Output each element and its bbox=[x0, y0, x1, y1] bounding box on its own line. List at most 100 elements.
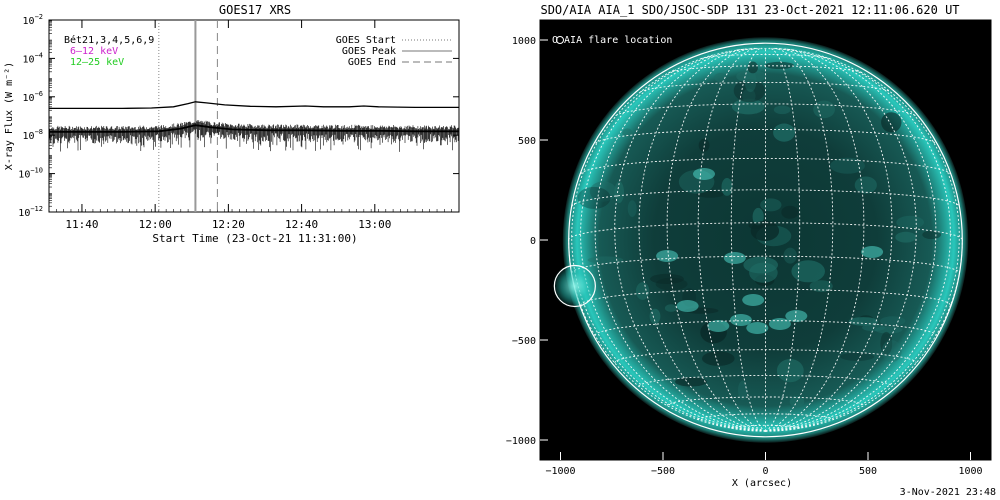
grid-line bbox=[666, 47, 766, 432]
aia-x-tick-label: −1000 bbox=[545, 466, 575, 477]
corona-patch bbox=[840, 352, 875, 361]
aia-x-tick-label: 0 bbox=[762, 466, 768, 477]
active-region-patch bbox=[746, 322, 769, 334]
corona-patch bbox=[760, 198, 782, 212]
legend-goes-peak-label: GOES Peak bbox=[342, 46, 396, 57]
aia-x-tick-label: 500 bbox=[859, 466, 877, 477]
corona-patch bbox=[702, 351, 735, 366]
corona-patch bbox=[675, 377, 707, 387]
grid-line bbox=[571, 255, 960, 274]
goes-x-tick-label: 12:40 bbox=[285, 218, 318, 231]
footer-date: 3-Nov-2021 23:48 bbox=[899, 487, 996, 498]
corona-patch bbox=[731, 98, 765, 115]
grid-line bbox=[765, 54, 951, 432]
corona-patch bbox=[773, 123, 796, 142]
corona-patch bbox=[781, 205, 799, 219]
corona-patch bbox=[742, 88, 756, 104]
corona-patch bbox=[773, 105, 791, 115]
goes-x-axis-label: Start Time (23-Oct-21 11:31:00) bbox=[152, 232, 357, 245]
aia-image-panel: SDO/AIA AIA_1 SDO/JSOC-SDP 131 23-Oct-20… bbox=[506, 3, 992, 489]
corona-patch bbox=[622, 128, 633, 137]
grid-line bbox=[639, 81, 892, 93]
active-region-patch bbox=[723, 252, 746, 264]
corona-patch bbox=[776, 359, 804, 383]
goes-x-tick-label: 12:00 bbox=[139, 218, 172, 231]
grid-line bbox=[568, 239, 766, 432]
active-region-patch bbox=[676, 300, 699, 312]
grid-line bbox=[730, 47, 766, 432]
goes-chart-title: GOES17 XRS bbox=[219, 3, 291, 17]
corona-patch bbox=[895, 231, 917, 243]
aia-x-axis-label: X (arcsec) bbox=[732, 478, 792, 489]
corona-patch bbox=[881, 112, 902, 133]
flare-glow bbox=[552, 263, 598, 309]
goes-x-tick-label: 13:00 bbox=[358, 218, 391, 231]
corona-patch bbox=[830, 157, 865, 174]
active-region-patch bbox=[768, 318, 791, 330]
corona-patch bbox=[589, 181, 617, 202]
grid-line bbox=[765, 47, 834, 432]
aia-y-tick-label: 500 bbox=[518, 136, 536, 147]
aia-chart-title: SDO/AIA AIA_1 SDO/JSOC-SDP 131 23-Oct-20… bbox=[540, 3, 959, 17]
grid-line bbox=[594, 50, 766, 432]
goes-y-tick-label: 10−12 bbox=[18, 205, 43, 219]
goes-series-noise bbox=[48, 120, 460, 152]
grid-line bbox=[765, 50, 937, 432]
active-region-patch bbox=[656, 250, 679, 262]
grid-line bbox=[736, 48, 795, 51]
goes-y-tick-label: 10−8 bbox=[23, 128, 43, 142]
goes-x-tick-label: 12:20 bbox=[212, 218, 245, 231]
corona-patch bbox=[747, 61, 758, 74]
corona-patch bbox=[896, 215, 925, 229]
active-region-patch bbox=[693, 168, 715, 180]
active-region-patch bbox=[707, 320, 730, 332]
corona-patch bbox=[809, 280, 833, 292]
active-region-patch bbox=[742, 294, 765, 306]
grid-line bbox=[571, 189, 960, 207]
corona-patch bbox=[627, 200, 637, 218]
grid-line bbox=[765, 48, 893, 432]
corona-patch bbox=[854, 176, 877, 194]
goes-xrs-chart: GOES17 XRS X-ray Flux (W m⁻²) Start Time… bbox=[4, 3, 460, 245]
grid-line bbox=[765, 47, 801, 432]
corona-patch bbox=[714, 72, 727, 83]
corona-patch bbox=[750, 220, 780, 241]
flare-location-circle bbox=[553, 264, 596, 308]
corona-patch bbox=[881, 340, 902, 363]
legend-goes-start-label: GOES Start bbox=[336, 35, 396, 46]
corona-patch bbox=[721, 178, 733, 196]
active-region-patch bbox=[861, 246, 884, 258]
grid-line bbox=[614, 48, 766, 432]
goes-y-tick-label: 10−2 bbox=[23, 13, 43, 27]
grid-line bbox=[580, 157, 951, 175]
grid-line bbox=[638, 48, 766, 432]
corona-patch bbox=[765, 61, 794, 69]
corona-patch bbox=[698, 138, 710, 152]
goes-x-tick-label: 11:40 bbox=[65, 218, 98, 231]
corona-patch bbox=[791, 260, 825, 283]
grid-line bbox=[580, 54, 766, 432]
grid-line bbox=[765, 47, 865, 432]
aia-x-tick-label: −500 bbox=[651, 466, 675, 477]
goes-channel-label-3: 12‒25 keV bbox=[70, 57, 124, 68]
grid-line bbox=[765, 69, 960, 432]
corona-patch bbox=[738, 380, 748, 401]
goes-y-tick-label: 10−6 bbox=[23, 90, 43, 104]
corona-patch bbox=[733, 79, 766, 103]
goes-y-tick-label: 10−4 bbox=[23, 51, 43, 65]
aia-x-tick-label: 1000 bbox=[958, 466, 982, 477]
corona-patch bbox=[650, 273, 684, 284]
grid-line bbox=[765, 239, 963, 432]
goes-channel-label-1: Bét21,3,4,5,6,9 bbox=[64, 34, 154, 46]
corona-patch bbox=[743, 256, 778, 274]
aia-y-tick-label: 0 bbox=[530, 236, 536, 247]
active-region-patch bbox=[785, 310, 808, 322]
corona-patch bbox=[587, 256, 624, 264]
aia-y-tick-label: −500 bbox=[512, 336, 536, 347]
grid-line bbox=[615, 103, 916, 117]
flare-legend-label: O AIA flare location bbox=[552, 35, 672, 46]
corona-patch bbox=[664, 304, 678, 312]
corona-patch bbox=[783, 247, 797, 264]
corona-patch bbox=[922, 230, 942, 240]
grid-line bbox=[697, 47, 766, 432]
